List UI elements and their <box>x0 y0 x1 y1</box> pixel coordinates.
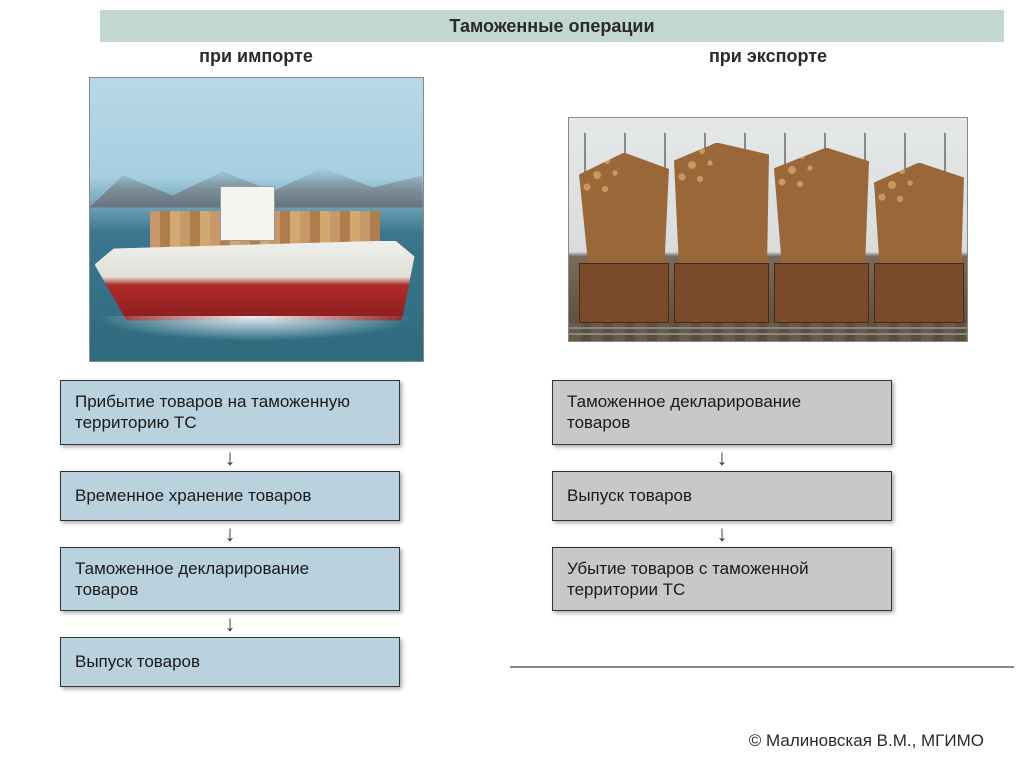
export-step-1: Таможенное декларирование товаров <box>552 380 892 445</box>
images-row <box>0 74 1024 364</box>
train-logs <box>674 143 769 263</box>
train-car <box>674 263 769 323</box>
train-car <box>774 263 869 323</box>
ship-wake <box>95 316 415 341</box>
page-title: Таможенные операции <box>449 16 654 37</box>
arrow-down-icon: ↓ <box>225 523 236 545</box>
export-step-3: Убытие товаров с таможенной территории Т… <box>552 547 892 612</box>
export-flow-column: Таможенное декларирование товаров ↓ Выпу… <box>552 380 892 611</box>
import-step-3: Таможенное декларирование товаров <box>60 547 400 612</box>
arrow-down-icon: ↓ <box>717 447 728 469</box>
train-logs <box>579 153 669 263</box>
arrow-down-icon: ↓ <box>225 447 236 469</box>
ship-hull <box>95 241 415 321</box>
container-ship-image <box>89 77 424 362</box>
export-step-2: Выпуск товаров <box>552 471 892 521</box>
train-logs <box>774 148 869 263</box>
subheader-export: при экспорте <box>512 46 1024 67</box>
train-rails <box>569 323 967 341</box>
import-flow-column: Прибытие товаров на таможенную территори… <box>60 380 400 687</box>
export-image-wrap <box>512 74 1024 364</box>
import-step-2: Временное хранение товаров <box>60 471 400 521</box>
train-logs <box>874 163 964 263</box>
page-title-bar: Таможенные операции <box>100 10 1004 42</box>
subheader-import: при импорте <box>0 46 512 67</box>
credit-text: © Малиновская В.М., МГИМО <box>749 731 984 751</box>
arrow-down-icon: ↓ <box>225 613 236 635</box>
timber-train-image <box>568 117 968 342</box>
divider-line <box>510 666 1014 668</box>
ship-bridge <box>220 186 275 241</box>
import-step-1: Прибытие товаров на таможенную территори… <box>60 380 400 445</box>
subheaders-row: при импорте при экспорте <box>0 46 1024 67</box>
train-car <box>874 263 964 323</box>
arrow-down-icon: ↓ <box>717 523 728 545</box>
import-image-wrap <box>0 74 512 364</box>
train-car <box>579 263 669 323</box>
import-step-4: Выпуск товаров <box>60 637 400 687</box>
